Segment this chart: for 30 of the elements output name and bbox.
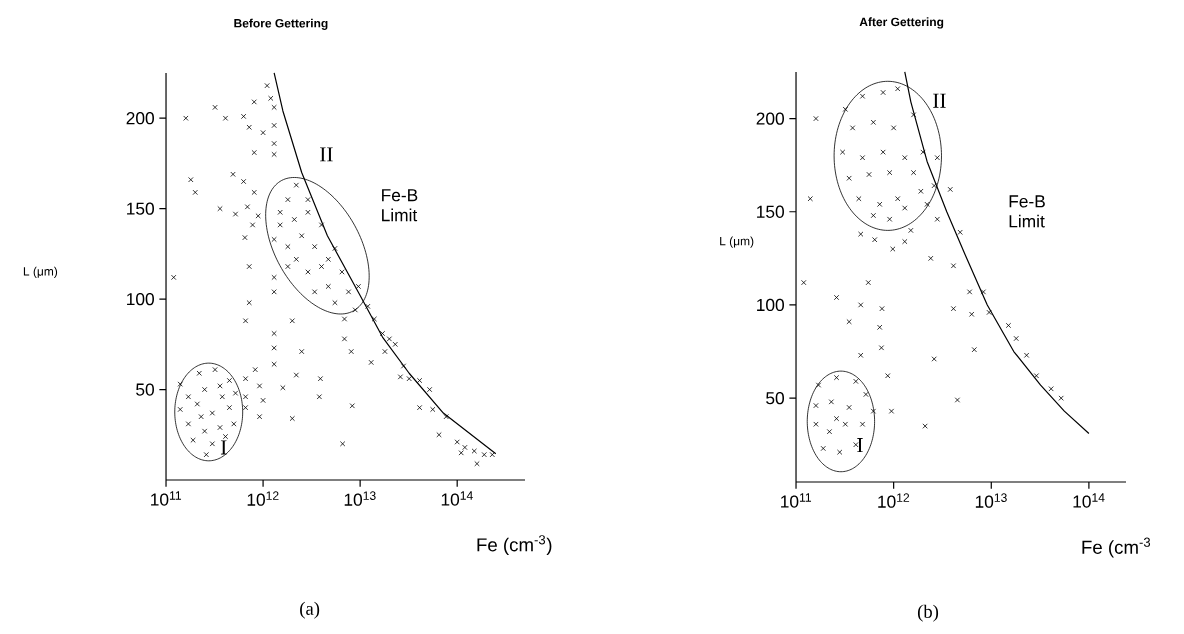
y-tick-label: 200 <box>756 112 784 125</box>
y-tick-label: 50 <box>766 391 784 405</box>
x-tick-label: 10$^{11}$ <box>151 491 182 506</box>
y-tick-label: 50 <box>136 383 154 396</box>
x-tick-label: 10$^{12}$ <box>247 491 279 506</box>
x-tick-label: 10$^{13}$ <box>975 493 1007 508</box>
text: (a) <box>300 601 320 619</box>
x-tick-label: 10$^{13}$ <box>344 491 376 506</box>
annotation: II <box>933 93 946 108</box>
x-axis-title: Fe (cm$^{-3}$ <box>1082 537 1151 558</box>
x-tick-label: 10$^{11}$ <box>781 493 812 508</box>
y-tick-label: 150 <box>127 202 154 215</box>
annotation: Fe-B Limit <box>1009 195 1045 228</box>
x-tick-label: 10$^{12}$ <box>878 493 910 508</box>
annotation: I <box>857 438 863 453</box>
annotation: I <box>220 440 227 455</box>
y-tick-label: 200 <box>126 112 154 125</box>
annotation: Fe-B Limit <box>382 189 418 222</box>
y-axis-title: L (μm) <box>23 266 58 279</box>
chart-title: Before Gettering <box>234 18 328 30</box>
x-tick-label: 10$^{14}$ <box>441 491 473 506</box>
annotation: II <box>320 147 333 162</box>
y-tick-label: 100 <box>757 298 784 312</box>
y-axis-title: L (μm) <box>720 236 754 248</box>
y-tick-label: 100 <box>127 292 154 306</box>
text: (b) <box>917 604 939 622</box>
x-axis-title: Fe (cm$^{-3}$) <box>477 535 552 556</box>
x-tick-label: 10$^{14}$ <box>1073 493 1105 508</box>
y-tick-label: 150 <box>757 205 784 218</box>
chart-title: After Gettering <box>859 17 944 29</box>
